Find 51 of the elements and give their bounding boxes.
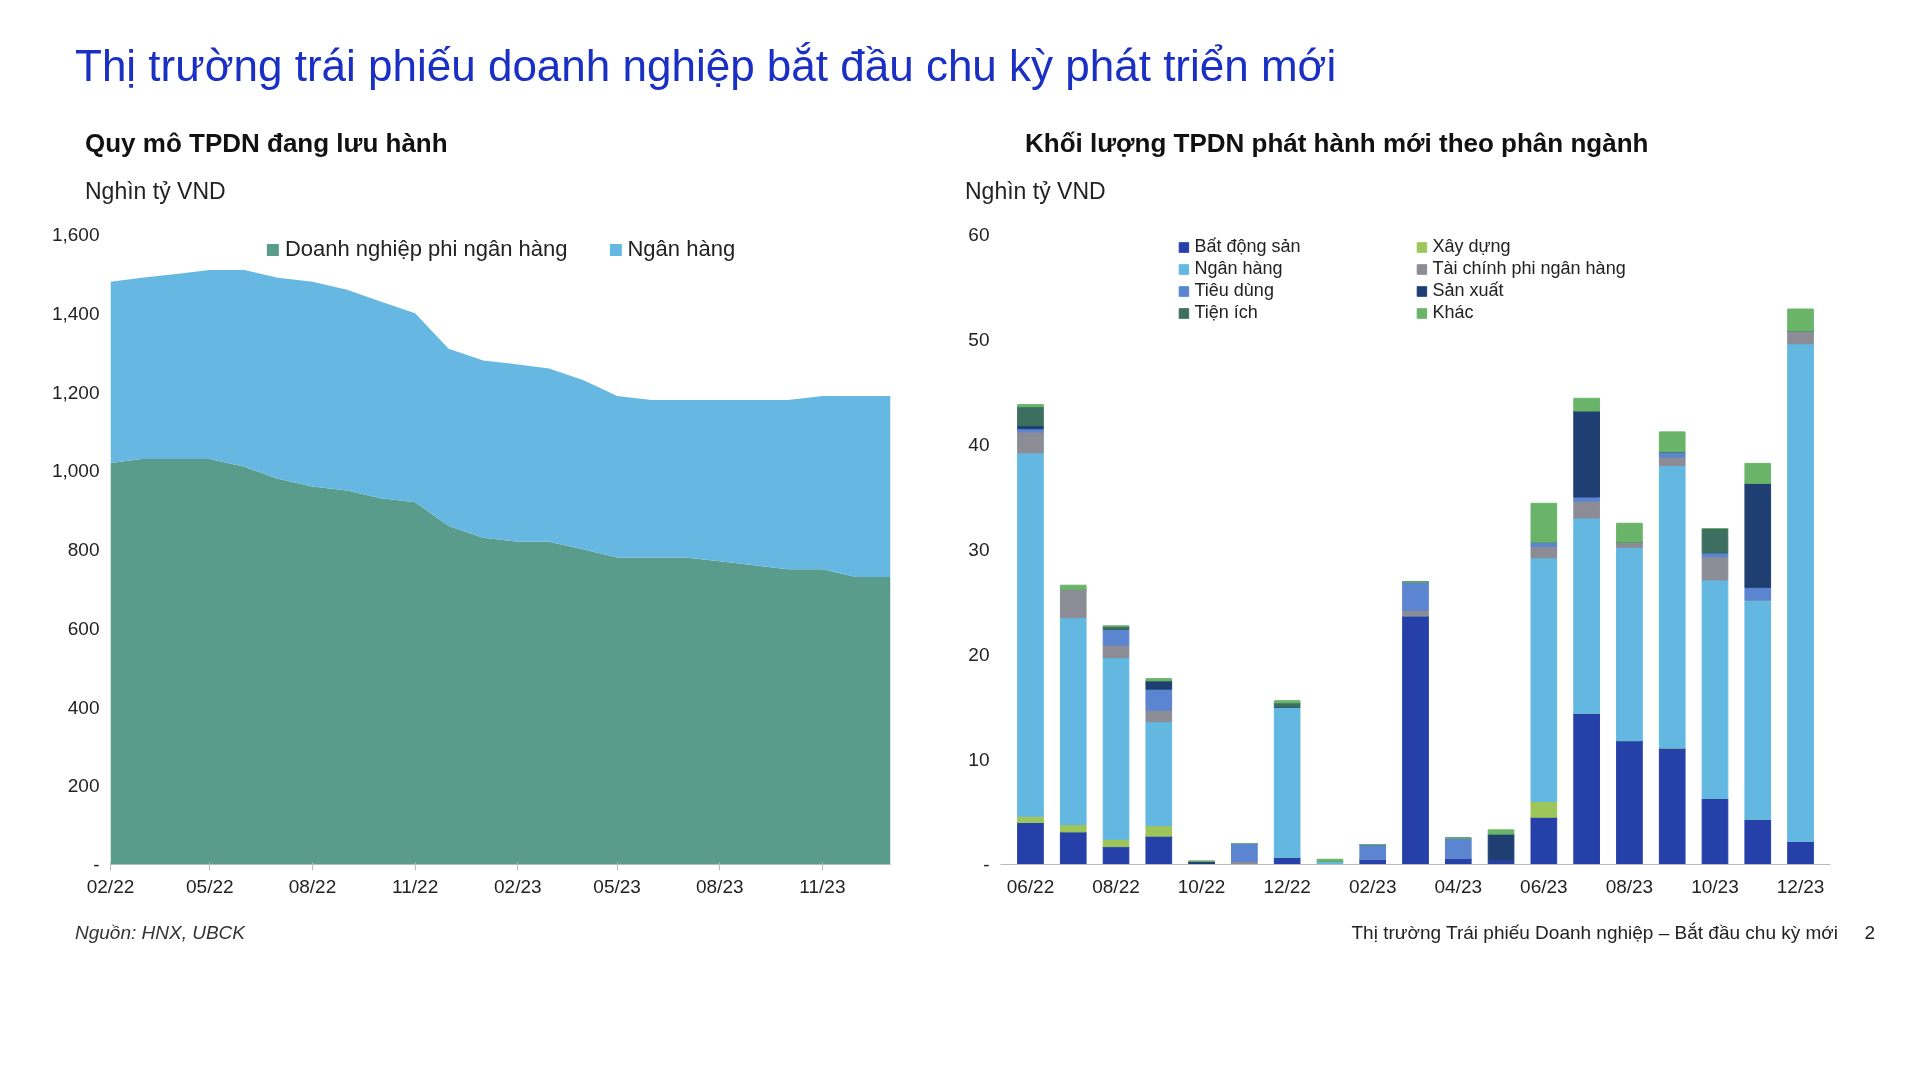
y-tick-label: 600	[67, 617, 100, 639]
text: Thị trường Trái phiếu Doanh nghiệp – Bắt đầu chu kỳ mới 2	[1351, 922, 1875, 943]
y-tick-label: 400	[67, 696, 100, 718]
x-tick-label: 06/22	[1006, 875, 1055, 897]
y-tick-label: -	[93, 854, 100, 875]
y-tick-label: 200	[67, 775, 100, 797]
x-tick-label: 11/22	[392, 875, 439, 897]
x-tick-label: 02/22	[86, 875, 135, 897]
y-tick-label: 1,600	[51, 224, 100, 245]
x-tick-label: 10/23	[1691, 875, 1739, 897]
legend-label: Sản xuất	[1432, 280, 1505, 301]
y-tick-label: 800	[67, 539, 100, 560]
y-tick-label: 20	[968, 644, 990, 665]
legend-label: Ngân hàng	[627, 236, 736, 262]
x-tick-label: 08/23	[696, 875, 744, 897]
chart-subtitle: Quy mô TPDN đang lưu hành	[85, 127, 448, 160]
y-tick-label: 60	[968, 224, 990, 245]
x-tick-label: 05/22	[186, 875, 234, 897]
y-tick-label: 1,400	[51, 302, 100, 324]
chart-title: Thị trường trái phiếu doanh nghiệp bắt đầu chu kỳ phát triển mới	[75, 40, 1337, 92]
y-tick-label: 1,200	[51, 381, 100, 403]
legend-label: Ngân hàng	[1194, 258, 1284, 279]
legend-label: Tiêu dùng	[1194, 280, 1275, 301]
y-axis-title: Nghìn tỷ VND	[85, 177, 226, 206]
x-tick-label: 08/22	[288, 875, 337, 897]
y-tick-label: 1,000	[51, 460, 100, 482]
y-tick-label: 50	[968, 329, 990, 350]
text: Nguồn: HNX, UBCK	[75, 921, 246, 945]
x-tick-label: 05/23	[593, 875, 641, 897]
x-tick-label: 12/23	[1776, 875, 1825, 897]
y-tick-label: 10	[968, 749, 990, 770]
x-tick-label: 10/22	[1177, 875, 1226, 897]
y-tick-label: 40	[968, 434, 990, 455]
x-tick-label: 11/23	[799, 875, 846, 897]
legend-label: Tiện ích	[1194, 302, 1259, 323]
legend-label: Tài chính phi ngân hàng	[1432, 258, 1627, 279]
legend-label: Xây dựng	[1432, 236, 1512, 257]
y-tick-label: 30	[968, 539, 990, 560]
x-tick-label: 02/23	[1348, 875, 1397, 897]
x-tick-label: 08/22	[1092, 875, 1140, 897]
y-tick-label: -	[983, 854, 990, 875]
x-tick-label: 06/23	[1520, 875, 1568, 897]
x-tick-label: 12/22	[1263, 875, 1311, 897]
chart-title: Khối lượng TPDN phát hành mới theo phân ngành	[1025, 127, 1649, 160]
legend-label: Doanh nghiệp phi ngân hàng	[284, 236, 568, 262]
legend-label: Bất động sản	[1194, 236, 1302, 257]
legend-label: Khác	[1432, 302, 1475, 323]
x-tick-label: 04/23	[1434, 875, 1483, 897]
y-axis-title: Nghìn tỷ VND	[965, 177, 1106, 206]
x-tick-label: 08/23	[1605, 875, 1654, 897]
x-tick-label: 02/23	[494, 875, 542, 897]
